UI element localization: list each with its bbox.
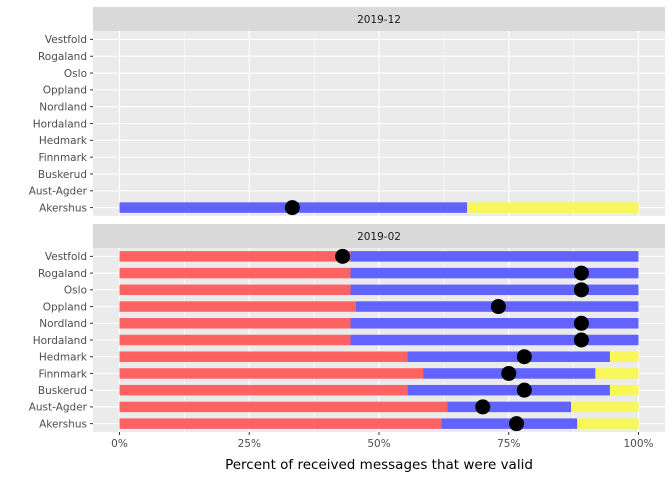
data-point [284,200,300,216]
data-point [490,299,506,315]
y-tick-label: Akershus [39,418,87,430]
y-tick-label: Oppland [43,85,87,97]
y-tick-label: Oslo [64,285,87,297]
bar-invalid [119,368,424,379]
bar-valid [447,401,572,413]
facet-strip-label: 2019-02 [357,231,401,243]
y-tick-label: Akershus [39,202,87,214]
data-point [509,416,525,432]
data-point [573,282,589,298]
y-tick-label: Rogaland [38,268,87,280]
y-tick-label: Oppland [43,301,87,313]
y-tick-label: Hedmark [39,352,88,364]
y-tick-label: Oslo [64,68,87,80]
facet-strip [93,7,665,31]
y-tick-label: Aust-Agder [29,186,88,198]
bar-invalid [119,418,442,429]
bar-valid [407,384,610,396]
y-tick-label: Nordland [39,101,87,113]
bar-invalid [119,284,351,296]
facet-panel: 2019-02 Vestfold Rogaland Oslo Oppland Nordla… [29,224,665,432]
y-tick-label: Hedmark [39,135,88,147]
facet-strip [93,224,665,248]
bar-invalid [119,351,408,362]
bar-invalid [119,401,448,413]
y-tick-label: Vestfold [45,34,87,46]
bar-other [571,401,639,413]
y-tick-label: Nordland [39,318,87,330]
x-tick-label: 75% [497,438,520,450]
y-tick-label: Hordaland [33,335,87,347]
facet-strip-label: 2019-12 [357,14,401,26]
bar-invalid [119,384,408,396]
data-point [573,315,589,331]
bar-other [577,418,639,429]
bar-valid [350,284,639,296]
y-tick-label: Buskerud [38,169,87,181]
bar-invalid [119,334,351,346]
bar-invalid [119,318,351,329]
facet-panels: 2019-12 Vestfold Rogaland Oslo Oppland Nordla… [29,7,665,432]
y-tick-label: Hordaland [33,118,87,130]
bar-valid [407,351,610,362]
bar-invalid [119,301,356,312]
data-point [516,382,532,398]
y-tick-label: Rogaland [38,51,87,63]
facet-panel: 2019-12 Vestfold Rogaland Oslo Oppland Nordla… [29,7,665,216]
data-point [475,399,491,415]
bar-invalid [119,267,351,279]
y-tick-label: Finnmark [38,368,87,380]
data-point [573,265,589,281]
bar-other [609,384,639,396]
data-point [501,365,517,381]
x-tick-label: 25% [238,438,261,450]
bar-valid [350,251,639,262]
bar-other [609,351,639,362]
y-tick-label: Vestfold [45,251,87,263]
x-axis: 0% 25% 50% 75% 100% [111,432,654,450]
x-tick-label: 100% [623,438,653,450]
data-point [516,349,532,365]
bar-invalid [119,251,351,262]
bar-other [595,368,639,379]
x-tick-label: 50% [367,438,390,450]
data-point [335,248,351,264]
y-tick-label: Aust-Agder [29,402,88,414]
bar-valid [350,334,639,346]
bar-valid [350,318,639,329]
x-tick-label: 0% [111,438,128,450]
bar-valid [350,267,639,279]
y-tick-label: Buskerud [38,385,87,397]
data-point [573,332,589,348]
y-tick-label: Finnmark [38,152,87,164]
bar-other [467,202,639,213]
x-axis-title: Percent of received messages that were v… [225,457,533,473]
